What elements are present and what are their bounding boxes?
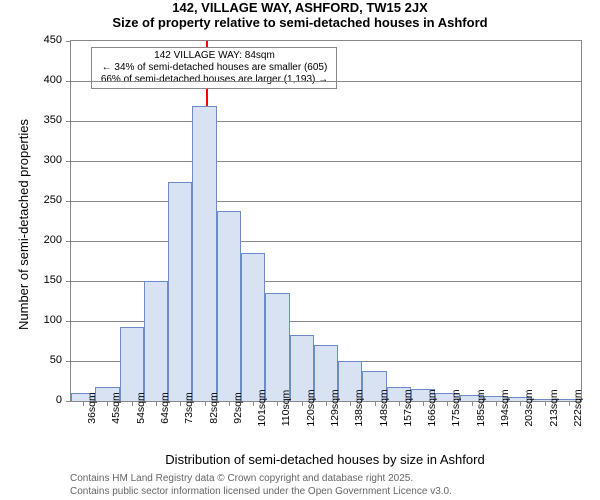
x-tick-label: 185sqm [475, 389, 487, 426]
x-tick [302, 401, 303, 406]
x-tick [253, 401, 254, 406]
x-tick-label: 194sqm [499, 389, 511, 426]
x-tick-label: 36sqm [86, 392, 98, 424]
y-tick [66, 321, 71, 322]
chart-title: 142, VILLAGE WAY, ASHFORD, TW15 2JX [0, 0, 600, 15]
y-tick-label: 0 [0, 394, 62, 406]
annotation-line2: ← 34% of semi-detached houses are smalle… [96, 62, 332, 74]
x-tick-label: 82sqm [208, 392, 220, 424]
x-tick-label: 222sqm [572, 389, 584, 426]
x-tick [156, 401, 157, 406]
x-tick-label: 213sqm [548, 389, 560, 426]
footer-line1: Contains HM Land Registry data © Crown c… [70, 472, 452, 485]
y-tick-label: 350 [0, 114, 62, 126]
y-tick-label: 250 [0, 194, 62, 206]
chart-subtitle: Size of property relative to semi-detach… [0, 15, 600, 30]
y-tick [66, 201, 71, 202]
y-axis-label: Number of semi-detached properties [16, 119, 31, 330]
y-tick [66, 121, 71, 122]
annotation-box: 142 VILLAGE WAY: 84sqm ← 34% of semi-det… [91, 47, 337, 89]
x-tick-label: 101sqm [256, 389, 268, 426]
x-tick-label: 129sqm [329, 389, 341, 426]
x-tick-label: 175sqm [450, 389, 462, 426]
x-tick-label: 45sqm [110, 392, 122, 424]
y-tick [66, 81, 71, 82]
y-tick [66, 401, 71, 402]
x-tick-label: 203sqm [523, 389, 535, 426]
y-tick-label: 150 [0, 274, 62, 286]
x-tick [132, 401, 133, 406]
y-tick [66, 241, 71, 242]
x-tick-label: 110sqm [280, 390, 292, 427]
y-tick-label: 300 [0, 154, 62, 166]
y-gridline [71, 241, 581, 242]
y-tick-label: 100 [0, 314, 62, 326]
annotation-line3: 66% of semi-detached houses are larger (… [96, 74, 332, 86]
x-tick-label: 73sqm [183, 392, 195, 424]
x-tick [205, 401, 206, 406]
histogram-bar [265, 293, 289, 401]
chart-container: 142, VILLAGE WAY, ASHFORD, TW15 2JX Size… [0, 0, 600, 500]
y-gridline [71, 121, 581, 122]
x-tick [472, 401, 473, 406]
histogram-bar [217, 211, 241, 401]
x-tick [447, 401, 448, 406]
x-tick [569, 401, 570, 406]
x-tick-label: 120sqm [305, 389, 317, 426]
x-tick [229, 401, 230, 406]
y-tick-label: 50 [0, 354, 62, 366]
y-tick [66, 41, 71, 42]
histogram-bar [241, 253, 265, 401]
x-tick [277, 401, 278, 406]
histogram-bar [192, 106, 216, 401]
x-tick [496, 401, 497, 406]
annotation-line1: 142 VILLAGE WAY: 84sqm [96, 50, 332, 62]
x-tick [83, 401, 84, 406]
x-tick-label: 148sqm [378, 389, 390, 426]
x-tick [399, 401, 400, 406]
x-tick [180, 401, 181, 406]
y-tick-label: 450 [0, 34, 62, 46]
y-gridline [71, 161, 581, 162]
x-tick [107, 401, 108, 406]
y-tick-label: 200 [0, 234, 62, 246]
x-tick-label: 64sqm [159, 392, 171, 424]
x-tick [326, 401, 327, 406]
y-tick [66, 161, 71, 162]
x-tick [423, 401, 424, 406]
x-tick [520, 401, 521, 406]
y-gridline [71, 201, 581, 202]
y-tick [66, 361, 71, 362]
x-tick-label: 138sqm [353, 389, 365, 426]
x-tick-label: 54sqm [135, 392, 147, 424]
footer: Contains HM Land Registry data © Crown c… [70, 472, 452, 498]
y-gridline [71, 81, 581, 82]
x-tick-label: 157sqm [402, 389, 414, 426]
x-tick [350, 401, 351, 406]
x-axis-label: Distribution of semi-detached houses by … [70, 452, 580, 467]
histogram-bar [120, 327, 144, 401]
x-tick [375, 401, 376, 406]
histogram-bar [168, 182, 192, 401]
x-tick [545, 401, 546, 406]
x-tick-label: 92sqm [232, 392, 244, 424]
footer-line2: Contains public sector information licen… [70, 485, 452, 498]
histogram-bar [144, 281, 168, 401]
plot-area: 142 VILLAGE WAY: 84sqm ← 34% of semi-det… [70, 40, 582, 402]
y-tick-label: 400 [0, 74, 62, 86]
x-tick-label: 166sqm [426, 389, 438, 426]
y-tick [66, 281, 71, 282]
